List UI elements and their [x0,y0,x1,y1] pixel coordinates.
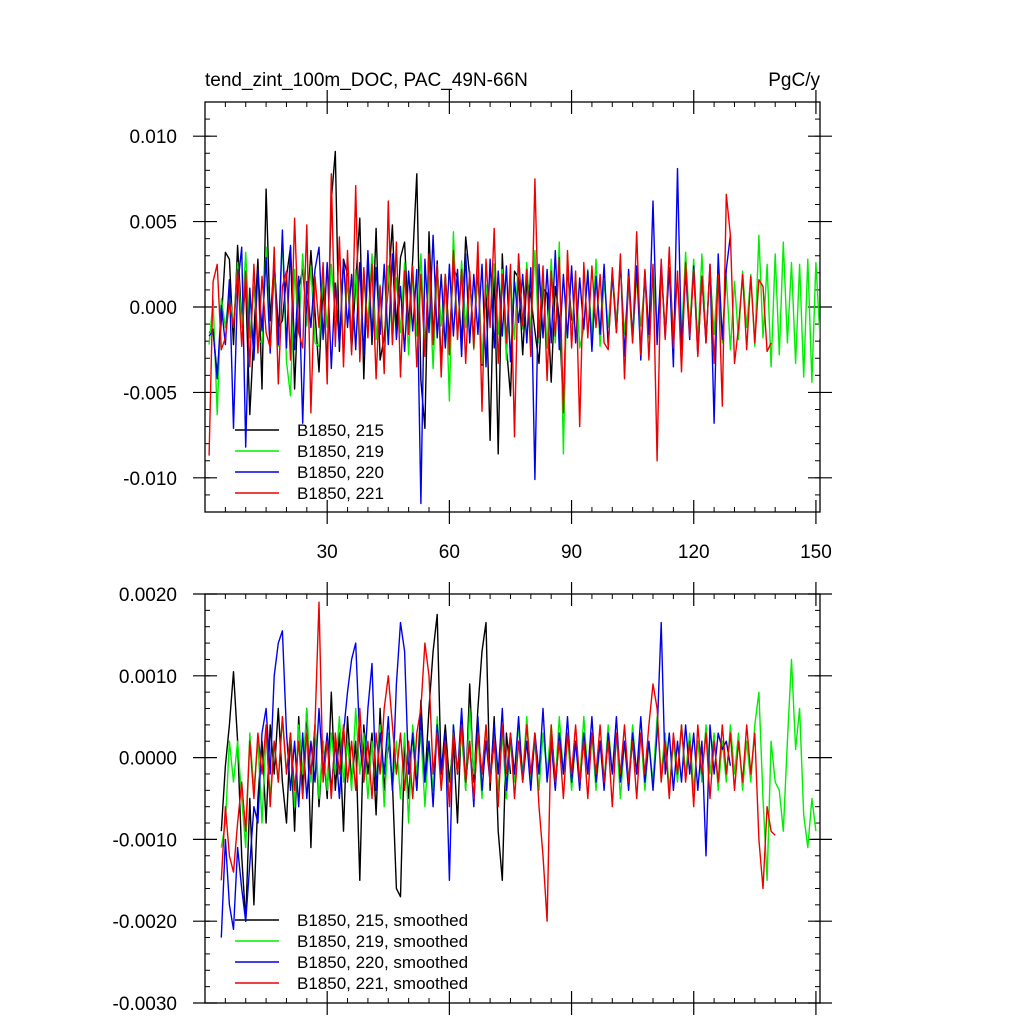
plot-frame [204,593,821,1004]
top-panel: 30 60 90 120 150 0.010 0.005 0.000 -0.005 -0.010 B… [123,90,832,563]
legend-label-219: B1850, 219 [297,442,384,461]
y-tick-label: 0.0010 [119,667,177,688]
y-tick-label: 0.0020 [119,585,177,606]
y-tick-label: -0.0020 [113,912,177,933]
y-tick-label: -0.0010 [113,830,177,851]
legend-label-221: B1850, 221 [297,484,384,503]
legend-label-215: B1850, 215 [297,421,384,440]
x-tick-label: 120 [678,542,710,563]
chart-title: tend_zint_100m_DOC, PAC_49N-66N [205,70,528,91]
series-line-220 [220,621,732,938]
legend-label-221: B1850, 221, smoothed [297,974,468,993]
units-label: PgC/y [768,70,820,91]
y-tick-label: -0.0030 [113,994,177,1015]
legend-label-215: B1850, 215, smoothed [297,911,468,930]
series-line-220 [208,167,732,505]
legend-label-220: B1850, 220, smoothed [297,953,468,972]
legend-label-220: B1850, 220 [297,463,384,482]
y-tick-label: -0.010 [123,469,177,490]
x-tick-label: 90 [561,542,582,563]
y-tick-label: 0.0000 [119,749,177,770]
x-tick-label: 30 [317,542,338,563]
y-tick-label: 0.000 [129,298,177,319]
x-tick-label: 60 [439,542,460,563]
bottom-panel: 0.0020 0.0010 0.0000 -0.0010 -0.0020 -0.0030 B… [113,582,832,1015]
y-tick-label: 0.005 [129,213,177,234]
y-tick-label: -0.005 [123,383,177,404]
x-tick-label: 150 [800,542,832,563]
y-tick-label: 0.010 [129,127,177,148]
series-line-221 [220,601,776,922]
series-line-221 [208,173,772,462]
legend-label-219: B1850, 219, smoothed [297,932,468,951]
